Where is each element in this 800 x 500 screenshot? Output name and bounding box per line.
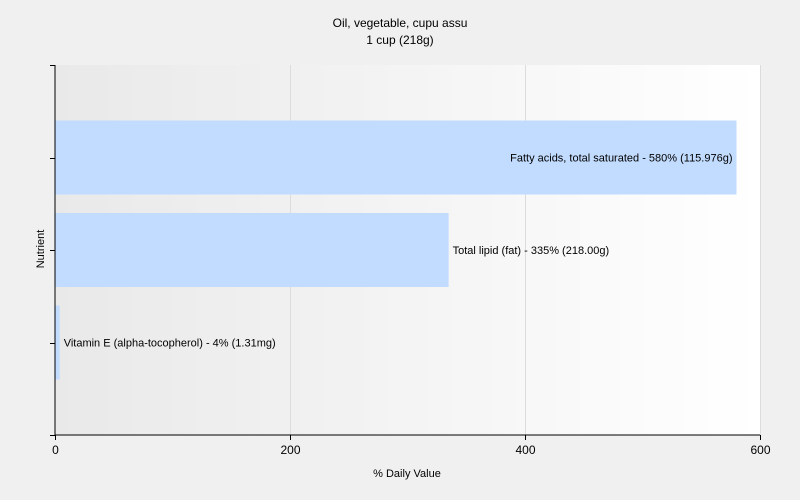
bar-data-label: Vitamin E (alpha-tocopherol) - 4% (1.31m… bbox=[64, 338, 276, 350]
x-axis-label: % Daily Value bbox=[373, 468, 441, 480]
x-axis-ticks: 0 200 400 600 bbox=[52, 435, 771, 457]
x-tick-label: 200 bbox=[280, 443, 300, 457]
y-axis-label: Nutrient bbox=[35, 230, 47, 269]
bars bbox=[55, 120, 737, 380]
bar-fatty-acids-total-saturated bbox=[55, 120, 737, 195]
data-labels: Fatty acids, total saturated - 580% (115… bbox=[64, 153, 733, 350]
bar-total-lipid-fat bbox=[55, 213, 449, 287]
x-tick-label: 600 bbox=[750, 443, 770, 457]
bar-data-label: Fatty acids, total saturated - 580% (115… bbox=[510, 153, 732, 165]
x-tick-label: 0 bbox=[52, 443, 59, 457]
x-tick-label: 400 bbox=[515, 443, 535, 457]
chart-title: Oil, vegetable, cupu assu bbox=[333, 16, 468, 30]
chart-subtitle: 1 cup (218g) bbox=[366, 33, 433, 47]
bar-data-label: Total lipid (fat) - 335% (218.00g) bbox=[453, 245, 610, 257]
bar-vitamin-e-alpha-tocopherol bbox=[55, 305, 60, 380]
y-axis-ticks bbox=[50, 65, 55, 436]
